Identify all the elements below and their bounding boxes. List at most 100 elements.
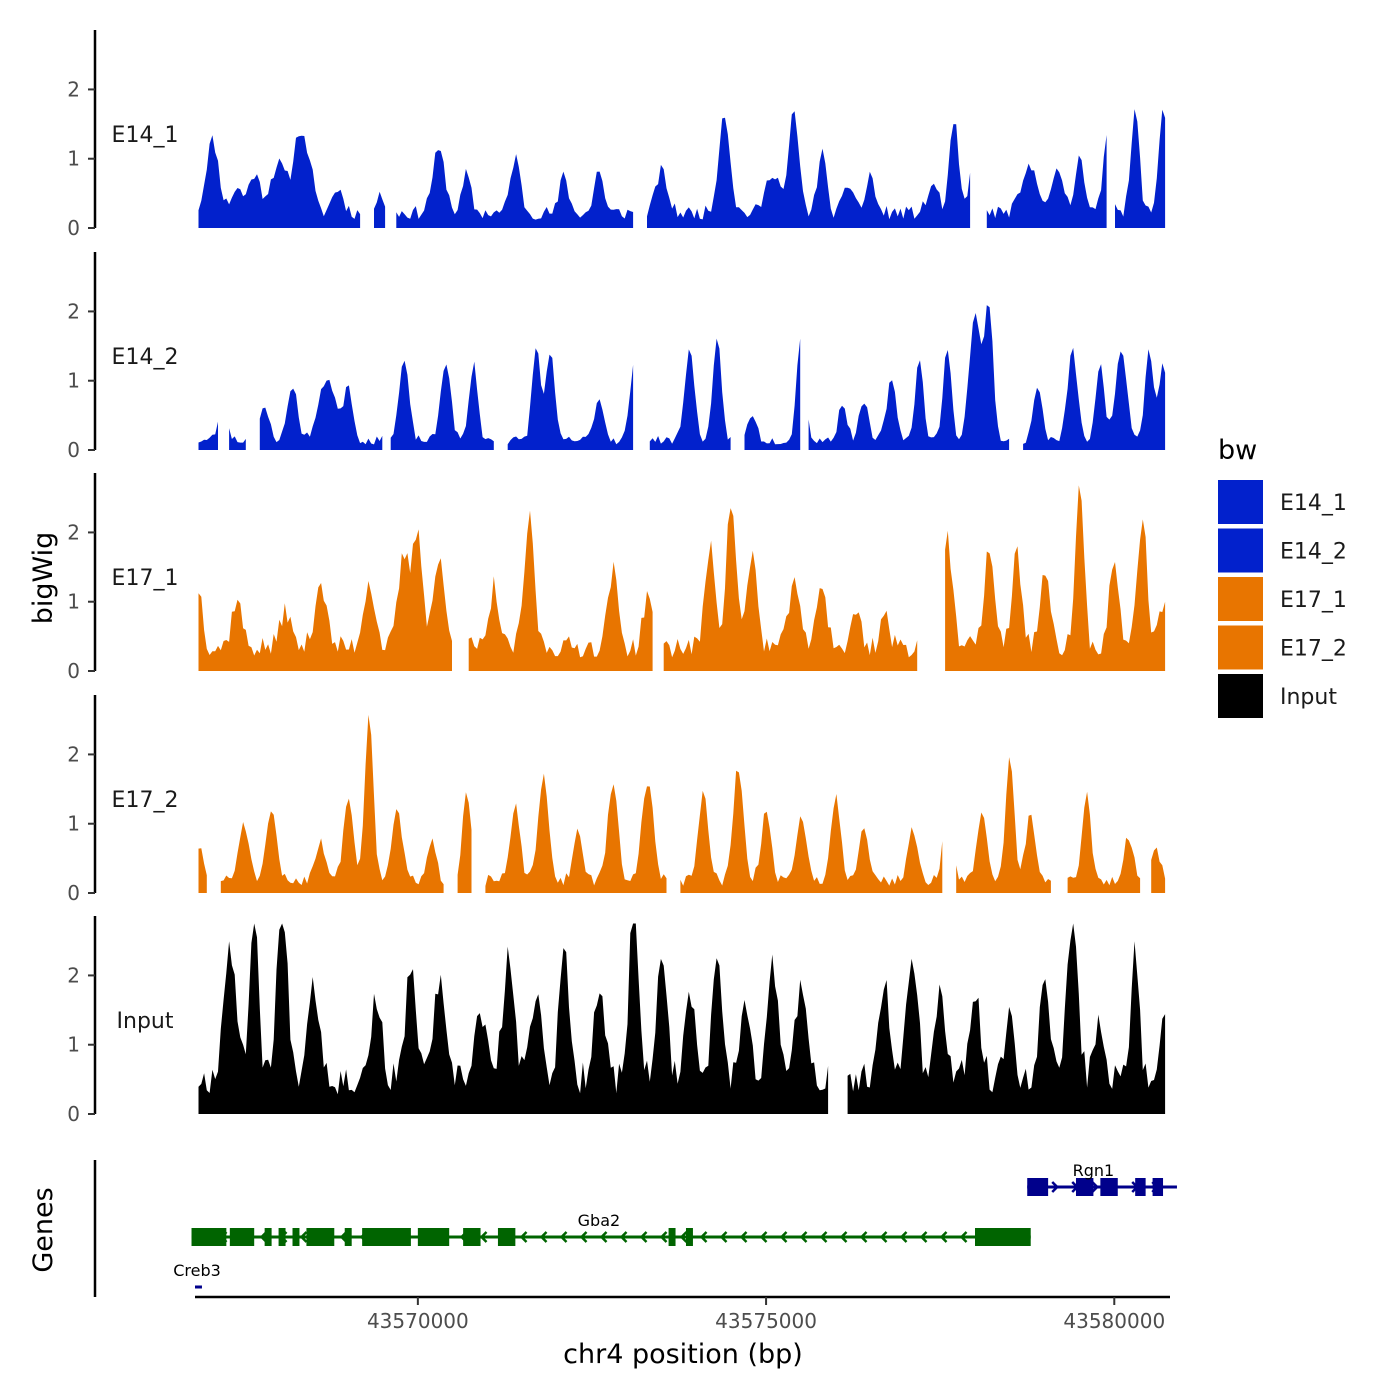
y-tick-label: 0 [67, 881, 80, 905]
legend-entry-Input: Input [1218, 674, 1337, 718]
y-tick-label: 0 [67, 216, 80, 240]
strand-chevron [539, 1231, 548, 1243]
x-tick-label: 43570000 [367, 1309, 469, 1333]
signal-area-Input [198, 923, 829, 1114]
strand-chevron [859, 1231, 868, 1243]
track-E14_1: 0 1 2 E14_1 [67, 30, 1166, 240]
signal-area-E14_2 [649, 338, 731, 450]
legend-label: E17_2 [1280, 637, 1347, 662]
strand-chevron [699, 1231, 708, 1243]
signal-area-E14_2 [198, 421, 218, 450]
exon-block [1152, 1178, 1164, 1196]
legend-entry-E14_1: E14_1 [1218, 480, 1347, 524]
y-tick-label: 1 [67, 590, 80, 614]
legend-swatch [1218, 480, 1263, 524]
exon-block [229, 1228, 255, 1246]
x-tick-label: 43575000 [715, 1309, 817, 1333]
exon-block [292, 1228, 300, 1246]
legend-swatch [1218, 674, 1263, 718]
signal-area-E17_2 [220, 714, 444, 893]
legend-entry-E14_2: E14_2 [1218, 528, 1347, 573]
gene-Gba2: Gba2 [191, 1211, 1031, 1246]
exon-block [191, 1228, 227, 1246]
y-tick-label: 1 [67, 1033, 80, 1057]
signal-area-E17_1 [663, 508, 918, 671]
signal-area-E17_2 [956, 757, 1051, 893]
y-tick-label: 2 [67, 963, 80, 987]
exon-block [668, 1228, 676, 1246]
genes-axis-title: Genes [28, 1187, 59, 1272]
gene-label: Creb3 [173, 1261, 221, 1280]
legend-swatch [1218, 528, 1263, 573]
strand-chevron [1051, 1181, 1059, 1193]
tracks-layer: 0 1 2 E14_1 0 1 2 E14_2 0 1 2 E17_1 0 1 2 E17_2 0 1 2 Input [67, 30, 1166, 1126]
exon-block [685, 1228, 693, 1246]
y-tick-label: 2 [67, 77, 80, 101]
signal-area-E17_2 [485, 773, 667, 893]
gene-label: Gba2 [578, 1211, 621, 1230]
y-axis-title: bigWig [28, 532, 59, 625]
x-axis: 43570000 43575000 43580000 [195, 1295, 1170, 1333]
signal-area-E14_1 [1115, 109, 1166, 228]
strand-chevron [519, 1231, 528, 1243]
signal-area-E14_1 [374, 191, 386, 228]
exon-block [344, 1228, 352, 1246]
legend: bw E14_1 E14_2 E17_1 E17_2 Input [1218, 435, 1347, 718]
exon-block [1075, 1178, 1094, 1196]
legend-label: E14_1 [1280, 491, 1347, 516]
signal-area-E14_2 [1023, 347, 1166, 450]
exon-block [497, 1228, 516, 1246]
signal-area-E14_2 [744, 338, 801, 450]
strand-chevron [559, 1231, 568, 1243]
x-axis-title: chr4 position (bp) [563, 1339, 803, 1370]
legend-label: E14_2 [1280, 540, 1347, 565]
exon-block [975, 1228, 1031, 1246]
track-label: E14_2 [112, 345, 179, 370]
strand-chevron [839, 1231, 848, 1243]
strand-chevron [579, 1231, 588, 1243]
track-label: E14_1 [112, 123, 179, 148]
y-tick-label: 2 [67, 520, 80, 544]
y-tick-label: 1 [67, 369, 80, 393]
exon-block [1100, 1178, 1118, 1196]
exon-block [362, 1228, 411, 1246]
signal-area-E17_1 [198, 529, 452, 671]
strand-chevron [919, 1231, 928, 1243]
strand-chevron [479, 1231, 488, 1243]
y-tick-label: 2 [67, 299, 80, 323]
signal-area-E14_2 [259, 379, 383, 450]
y-tick-label: 1 [67, 147, 80, 171]
legend-label: E17_1 [1280, 588, 1347, 613]
signal-area-E14_1 [198, 135, 361, 228]
strand-chevron [679, 1231, 688, 1243]
strand-chevron [599, 1231, 608, 1243]
genes-layer: Rgn1 Gba2 Creb3 [93, 1160, 1177, 1297]
signal-area-E14_1 [986, 135, 1107, 228]
track-E14_2: 0 1 2 E14_2 [67, 252, 1166, 462]
legend-entry-E17_2: E17_2 [1218, 625, 1347, 670]
signal-area-E14_1 [647, 111, 971, 228]
signal-area-E17_2 [457, 792, 472, 893]
exon-block [463, 1228, 481, 1246]
signal-area-E17_2 [198, 848, 207, 893]
legend-entry-E17_1: E17_1 [1218, 577, 1347, 621]
strand-chevron [739, 1231, 748, 1243]
track-Input: 0 1 2 Input [67, 916, 1166, 1126]
strand-chevron [899, 1231, 908, 1243]
signal-area-E14_2 [390, 360, 494, 450]
strand-chevron [939, 1231, 948, 1243]
exon-block [278, 1228, 286, 1246]
track-E17_1: 0 1 2 E17_1 [67, 473, 1166, 683]
signal-area-Input [847, 923, 1166, 1114]
gene-label: Rgn1 [1073, 1161, 1115, 1180]
strand-chevron [299, 1231, 308, 1243]
strand-chevron [879, 1231, 888, 1243]
legend-title: bw [1218, 435, 1257, 466]
track-label: E17_2 [112, 788, 179, 813]
strand-chevron [799, 1231, 808, 1243]
signal-area-E17_1 [945, 485, 1166, 671]
strand-chevron [1091, 1181, 1099, 1193]
x-tick-label: 43580000 [1063, 1309, 1165, 1333]
